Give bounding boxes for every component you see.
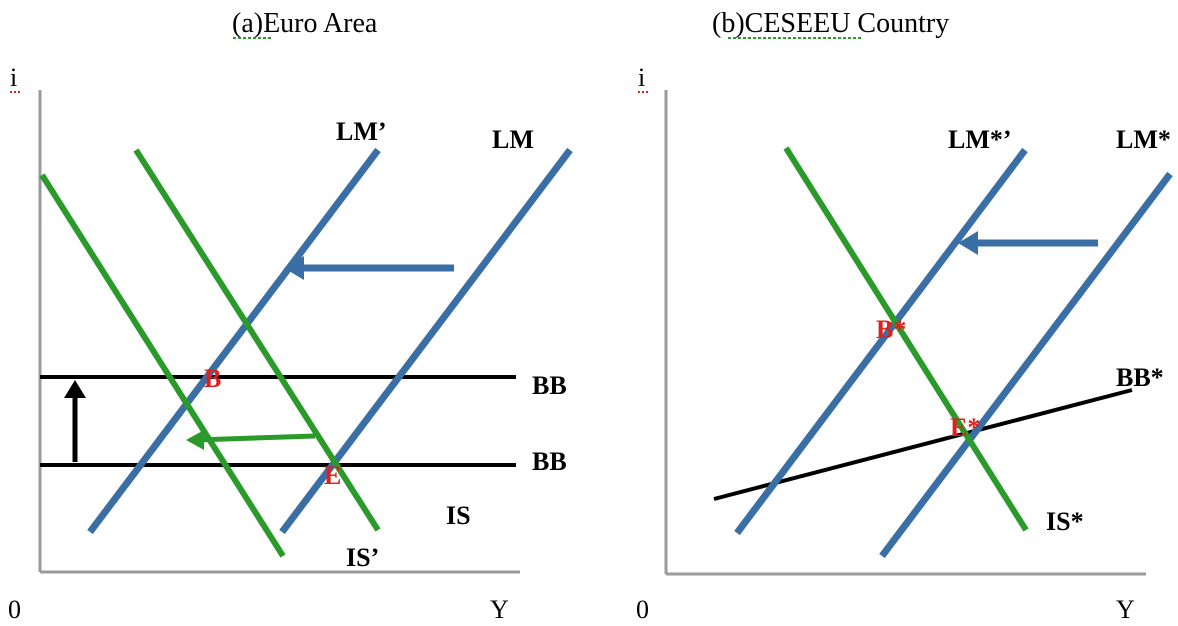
panel-a-is-prime-line xyxy=(39,173,286,558)
panel-a-origin-label: 0 xyxy=(8,595,21,624)
panel-b-lm-star-prime-label: LM*’ xyxy=(948,125,1012,154)
panel-a-is-shift-arrowhead xyxy=(186,430,204,450)
panel-b-lm-star-prime-line xyxy=(734,147,1028,536)
panel-a-bb-lower-label: BB xyxy=(532,447,567,476)
panel-a-is-prime-label: IS’ xyxy=(346,543,379,572)
panel-b-y-axis-label: i xyxy=(638,63,645,92)
panel-b-origin-label: 0 xyxy=(636,595,649,624)
panel-b: (b)CESEEU Country i 0 Y LM*’ LM* BB* IS*… xyxy=(636,8,1173,624)
panel-b-lm-star-line xyxy=(879,171,1173,559)
panel-a-is-shift-arrow xyxy=(195,433,316,443)
panel-a-lm-line xyxy=(279,147,573,535)
panel-b-point-b-star: B* xyxy=(876,315,906,344)
panel-a-bb-shift-arrowhead xyxy=(64,380,86,398)
panel-a-is-line xyxy=(133,148,381,532)
panel-b-lm-star-label: LM* xyxy=(1116,125,1171,154)
panel-a-bb-upper-label: BB xyxy=(532,371,567,400)
panel-a-lm-shift-arrowhead xyxy=(284,256,304,280)
panel-b-point-e-star: E* xyxy=(950,413,980,442)
panel-a-y-axis-label: i xyxy=(10,63,17,92)
panel-a-x-axis-label: Y xyxy=(490,595,509,624)
panel-a-point-e: E xyxy=(324,461,341,490)
panel-b-is-star-label: IS* xyxy=(1046,507,1084,536)
panel-a-lm-label: LM xyxy=(492,125,534,154)
panel-b-bb-star-label: BB* xyxy=(1116,363,1164,392)
panel-b-bb-star-line xyxy=(713,388,1133,501)
panel-a-lm-prime-label: LM’ xyxy=(336,117,387,146)
panel-b-x-axis-label: Y xyxy=(1116,595,1135,624)
panel-a-lm-prime-line xyxy=(87,147,381,535)
panel-b-title: (b)CESEEU Country xyxy=(712,8,949,39)
panel-a-is-label: IS xyxy=(446,501,471,530)
panel-a-title: (a)Euro Area xyxy=(232,8,378,39)
panel-b-is-star-line xyxy=(783,146,1029,532)
panel-a: (a)Euro Area i 0 Y LM’ LM BB BB IS IS’ B xyxy=(8,8,573,624)
panel-a-point-b: B xyxy=(204,364,221,393)
panel-b-lm-shift-arrowhead xyxy=(958,231,978,255)
